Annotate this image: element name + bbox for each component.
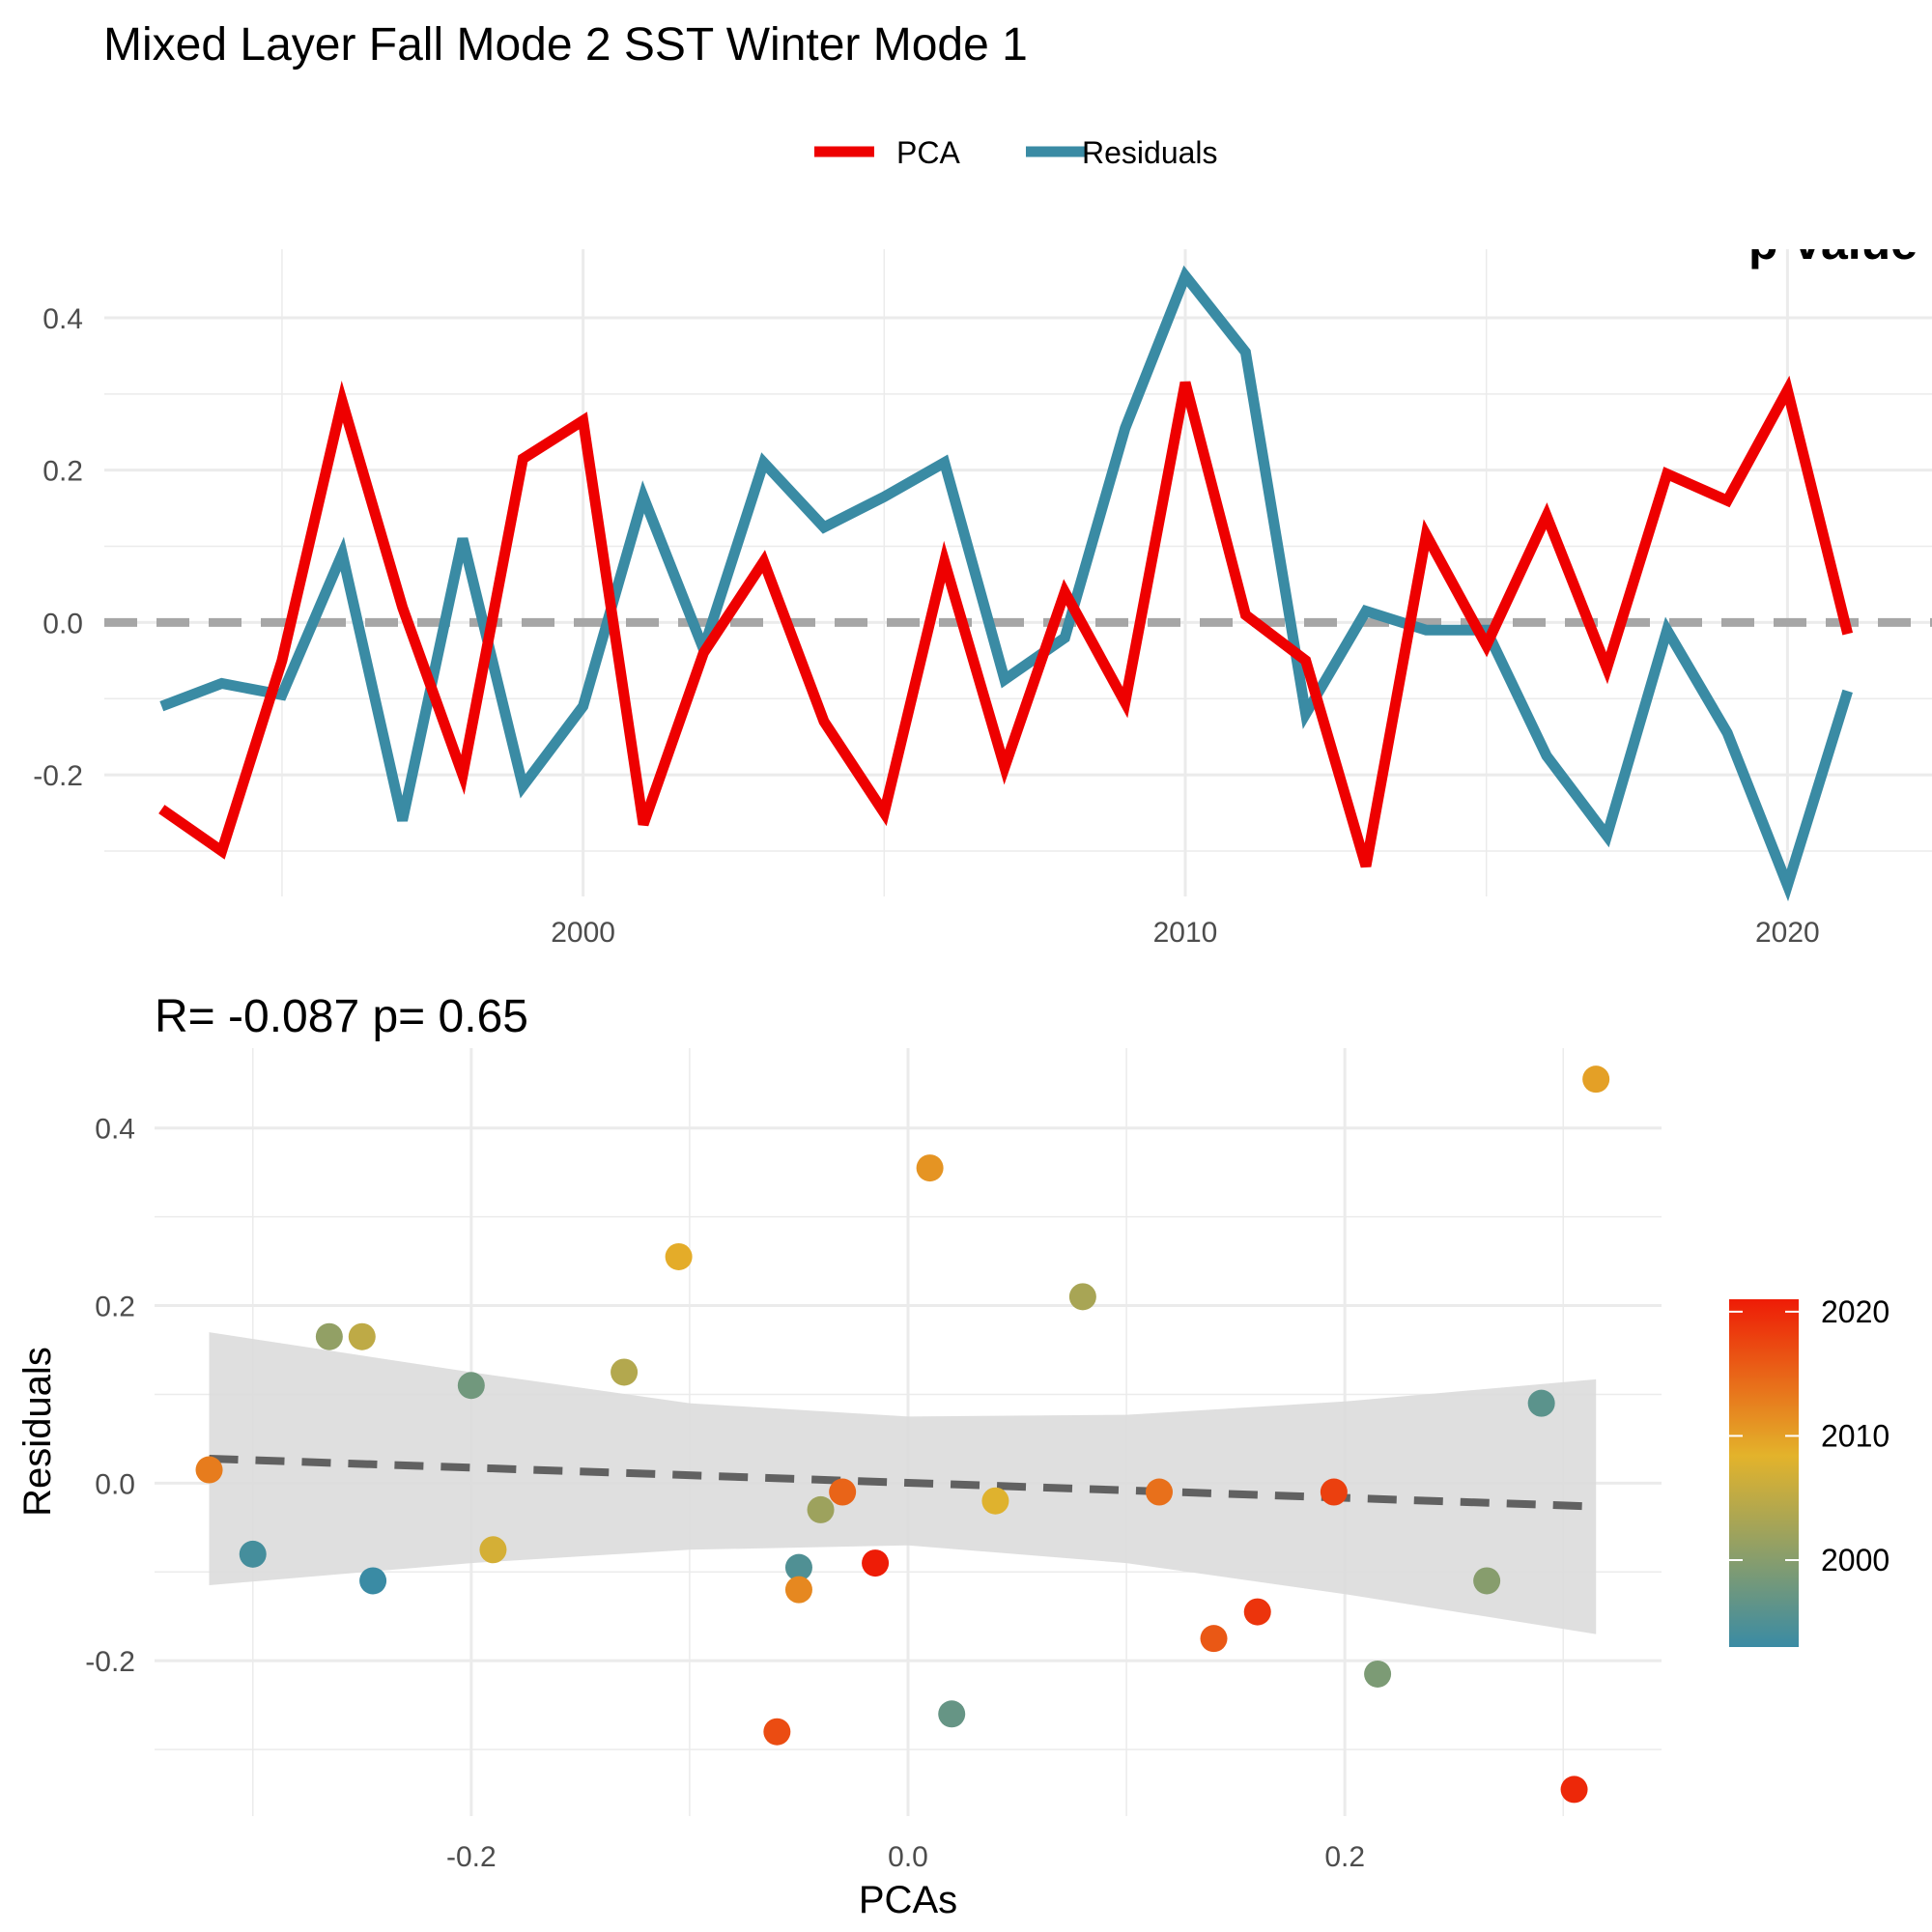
timeseries-lines: [104, 265, 1932, 902]
scatter-y-tick-label: -0.2: [85, 1646, 135, 1678]
scatter-title: R= -0.087 p= 0.65: [155, 991, 528, 1042]
scatter-point: [457, 1372, 485, 1400]
legend-label-pca: PCA: [896, 135, 960, 170]
scatter-x-tick-label: 0.0: [888, 1841, 928, 1873]
colorbar-tick-label: 2020: [1821, 1294, 1889, 1329]
x-axis-title: PCAs: [859, 1879, 957, 1921]
scatter-panel: R= -0.087 p= 0.65 -0.2 0.0 0.2 0.4 -0.2 0.0 0…: [16, 991, 1662, 1921]
scatter-point: [239, 1540, 267, 1568]
scatter-y-tick-label: 0.2: [95, 1292, 135, 1323]
timeseries-y-axis: -0.2 0.0 0.2 0.4: [33, 303, 83, 792]
scatter-point: [1146, 1478, 1173, 1506]
scatter-point: [479, 1536, 507, 1564]
scatter-point: [1200, 1625, 1228, 1653]
timeseries-x-tick-label: 2010: [1153, 917, 1218, 949]
timeseries-y-tick-label: -0.2: [33, 760, 83, 792]
scatter-point: [784, 1553, 812, 1581]
timeseries-y-tick-label: 0.2: [43, 456, 83, 488]
colorbar-tick-label: 2000: [1821, 1543, 1889, 1577]
scatter-point: [981, 1487, 1009, 1515]
scatter-point: [315, 1322, 343, 1350]
scatter-x-axis: -0.2 0.0 0.2: [446, 1841, 1365, 1873]
pca-series-line: [158, 375, 1854, 868]
legend: PCA Residuals: [814, 135, 1218, 170]
scatter-point: [763, 1718, 791, 1746]
residuals-series-line: [159, 265, 1853, 902]
scatter-x-tick-label: 0.2: [1324, 1841, 1365, 1873]
colorbar-tick-label: 2010: [1821, 1418, 1889, 1453]
scatter-point: [1582, 1065, 1610, 1094]
scatter-point: [916, 1154, 944, 1182]
scatter-point: [1243, 1598, 1271, 1626]
scatter-point: [862, 1549, 890, 1577]
timeseries-x-tick-label: 2020: [1755, 917, 1820, 949]
scatter-point: [1320, 1478, 1348, 1506]
scatter-y-tick-label: 0.4: [95, 1114, 135, 1146]
scatter-point: [938, 1700, 966, 1728]
scatter-point: [829, 1478, 857, 1506]
pvalue-annotation: * p-value: [1717, 215, 1918, 270]
scatter-point: [1068, 1283, 1096, 1311]
scatter-points: [195, 1065, 1610, 1804]
scatter-point: [611, 1358, 639, 1386]
timeseries-x-tick-label: 2000: [551, 917, 615, 949]
timeseries-x-axis: 2000 2010 2020: [551, 917, 1820, 949]
scatter-point: [348, 1322, 376, 1350]
timeseries-grid: [104, 249, 1932, 896]
timeseries-y-tick-label: 0.4: [43, 303, 83, 335]
scatter-y-tick-label: 0.0: [95, 1468, 135, 1500]
scatter-point: [1473, 1567, 1501, 1595]
scatter-point: [1364, 1660, 1392, 1688]
scatter-point: [807, 1495, 835, 1523]
figure-title: Mixed Layer Fall Mode 2 SST Winter Mode …: [103, 19, 1028, 71]
scatter-point: [359, 1567, 387, 1595]
timeseries-y-tick-label: 0.0: [43, 608, 83, 639]
colorbar-ticks: 2000 2010 2020: [1729, 1294, 1889, 1577]
scatter-point: [195, 1456, 223, 1484]
timeseries-panel: -0.2 0.0 0.2 0.4 2000 2010 2020 * p-value: [33, 215, 1932, 949]
colorbar: 2000 2010 2020: [1729, 1294, 1889, 1647]
scatter-point: [784, 1576, 812, 1604]
colorbar-gradient: [1729, 1299, 1799, 1647]
y-axis-title: Residuals: [16, 1347, 59, 1517]
scatter-y-axis: -0.2 0.0 0.2 0.4: [85, 1114, 135, 1678]
confidence-band: [209, 1332, 1597, 1634]
confidence-band-area: [209, 1332, 1597, 1634]
scatter-point: [1560, 1776, 1588, 1804]
scatter-x-tick-label: -0.2: [446, 1841, 497, 1873]
scatter-point: [1527, 1389, 1555, 1417]
scatter-point: [665, 1242, 693, 1270]
legend-label-residuals: Residuals: [1082, 135, 1218, 170]
